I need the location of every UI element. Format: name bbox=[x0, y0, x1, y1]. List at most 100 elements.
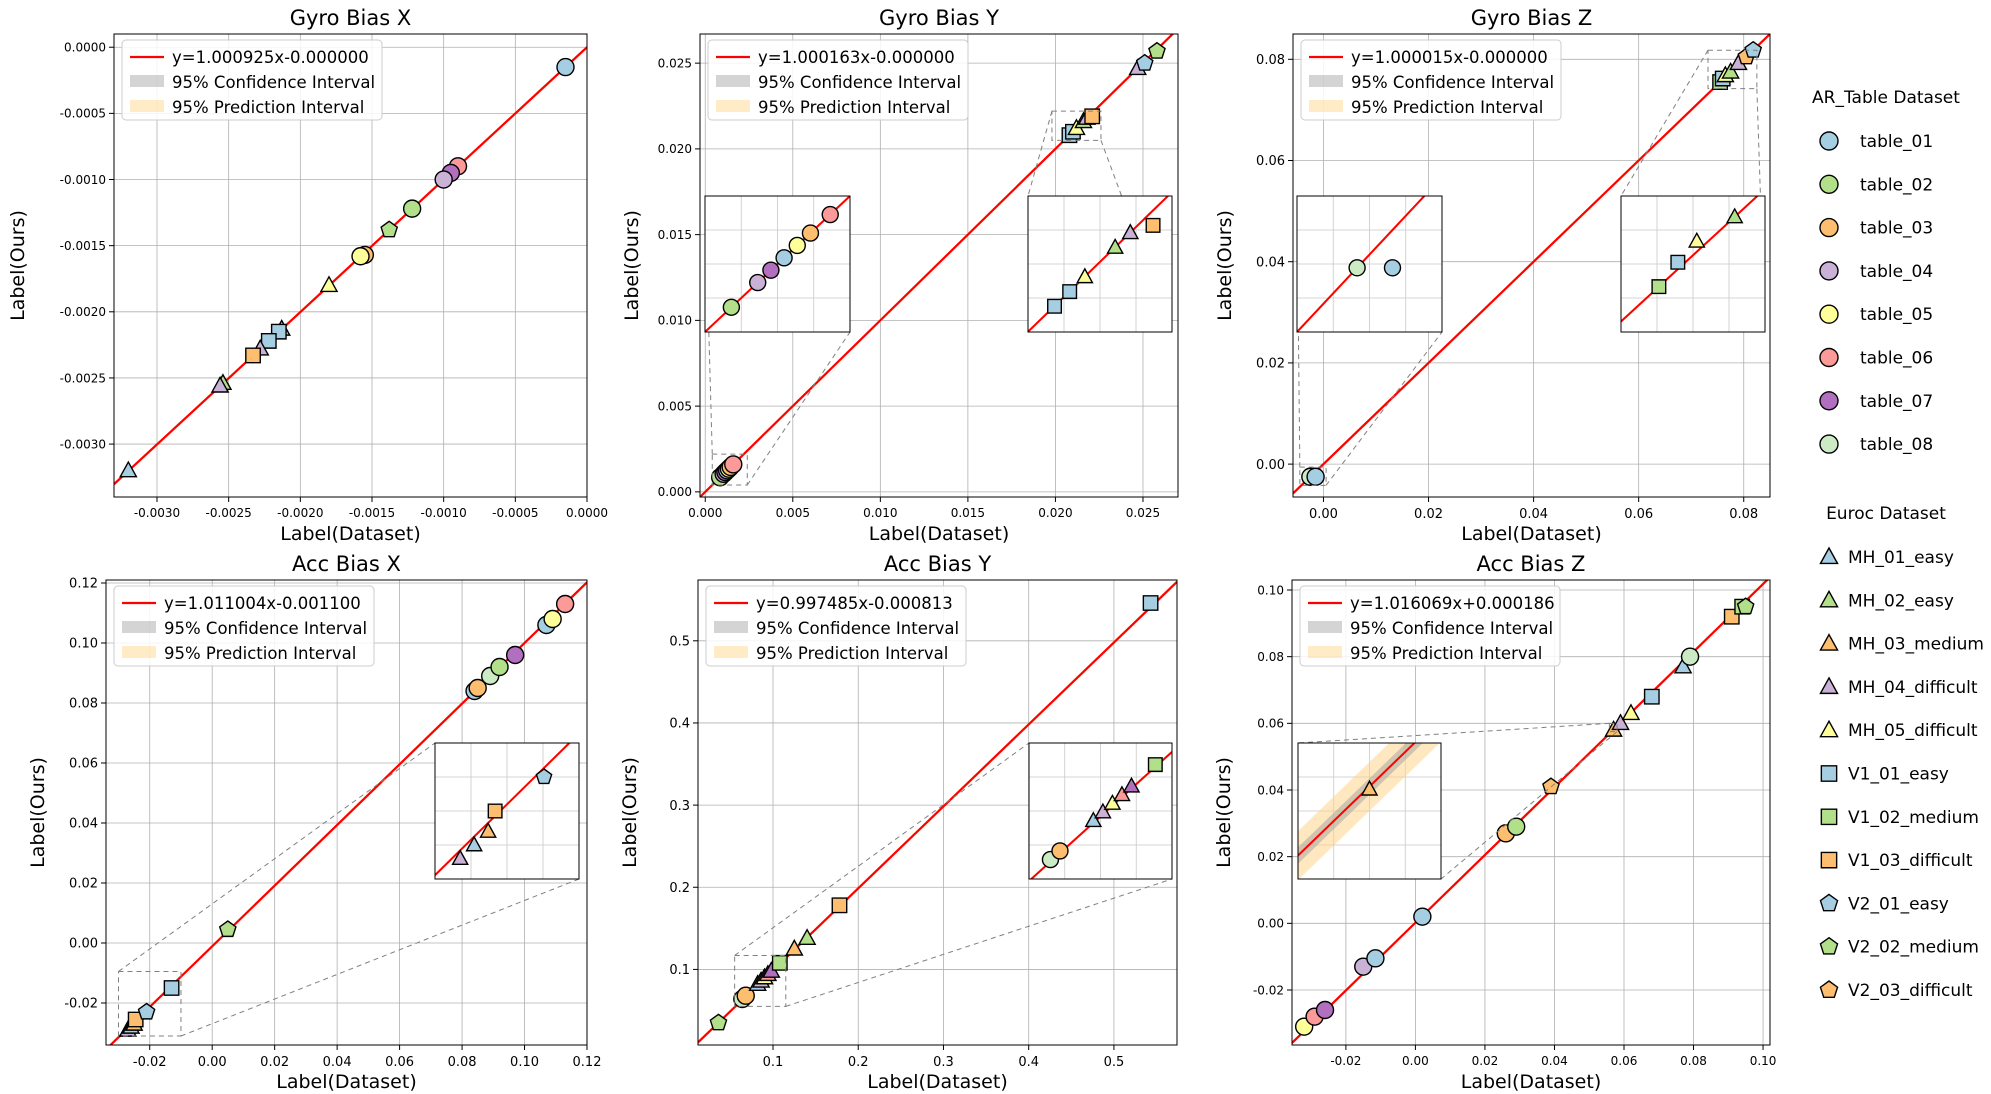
inset-frame bbox=[1028, 742, 1173, 880]
ytick-label-5: 0.025 bbox=[658, 56, 692, 70]
inset-content bbox=[1297, 196, 1442, 332]
xtick-label-2: 0.02 bbox=[1472, 1054, 1499, 1068]
axes-frame bbox=[1292, 33, 1771, 498]
chart-5: -0.02 0.00 0.02 0.04 0.06 0.08 0.10 -0.02 0.00 0.… bbox=[1213, 552, 1776, 1093]
data-point-12 bbox=[1643, 688, 1660, 705]
plot-legend: y=1.000925x-0.000000 95% Confidence Inter… bbox=[121, 39, 383, 121]
xtick-label-5: 0.08 bbox=[1680, 1054, 1707, 1068]
zoom-connector-b bbox=[1325, 331, 1443, 486]
plot-content bbox=[700, 34, 1175, 497]
chart-title: Acc Bias Z bbox=[1477, 552, 1586, 576]
inset-point-11 bbox=[1121, 223, 1140, 240]
plot-content bbox=[1292, 580, 1770, 1045]
ytick-label-4: 0.06 bbox=[69, 757, 98, 772]
ytick-label-4: 0.06 bbox=[1257, 717, 1284, 731]
data-point-7 bbox=[1507, 817, 1526, 836]
xtick-label-5: 0.025 bbox=[1126, 506, 1160, 520]
data-point-14 bbox=[1135, 53, 1154, 71]
inset-point-0 bbox=[722, 298, 741, 316]
inset-point-5 bbox=[1725, 207, 1744, 224]
inset-point-2 bbox=[479, 821, 497, 838]
data-point-5 bbox=[1413, 907, 1432, 926]
charts-layer: -0.0030 -0.0025 -0.0020 -0.0015 -0.0010 -0.00… bbox=[7, 6, 1776, 1093]
legend-ci-label: 95% Confidence Interval bbox=[172, 73, 375, 92]
zoom-connector-a bbox=[1027, 111, 1053, 197]
inset-content bbox=[1029, 743, 1172, 879]
data-point-5 bbox=[163, 980, 180, 996]
xtick-label-0: -0.02 bbox=[1330, 1054, 1361, 1068]
plot-legend: y=1.000163x-0.000000 95% Confidence Inter… bbox=[707, 39, 969, 121]
x-axis-label: Label(Dataset) bbox=[869, 523, 1010, 545]
inset-frame bbox=[434, 742, 580, 880]
chart-title: Acc Bias X bbox=[292, 552, 401, 576]
inset-point-1 bbox=[1383, 259, 1402, 277]
legend-euroc-marker-2 bbox=[1819, 633, 1839, 651]
inset-frame bbox=[704, 195, 851, 333]
plot-legend: y=1.000015x-0.000000 95% Confidence Inter… bbox=[1300, 39, 1562, 121]
fit-line bbox=[700, 34, 1175, 497]
data-point-13 bbox=[1673, 656, 1693, 674]
plot-legend-box bbox=[121, 39, 383, 121]
zoom-connector-a bbox=[1297, 722, 1610, 744]
ytick-label-7: 0.12 bbox=[69, 577, 98, 592]
ytick-label-2: 0.02 bbox=[69, 877, 98, 892]
legend-ar-marker-1 bbox=[1819, 174, 1839, 195]
legend-euroc-marker-3 bbox=[1819, 676, 1839, 695]
legend-ar-label-6: table_07 bbox=[1860, 392, 1933, 412]
ytick-label-3: 0.015 bbox=[658, 228, 692, 242]
data-point-8 bbox=[1744, 40, 1763, 58]
legend-ci-swatch bbox=[1308, 621, 1342, 633]
plot-legend-box bbox=[1299, 585, 1561, 667]
plot-legend: y=1.011004x-0.001100 95% Confidence Inter… bbox=[113, 585, 375, 667]
xtick-label-4: 0.5 bbox=[1104, 1055, 1125, 1070]
ytick-label-4: -0.0010 bbox=[60, 173, 106, 187]
plot-content bbox=[114, 45, 587, 487]
zoom-inset-0 bbox=[704, 195, 851, 486]
xtick-label-0: -0.02 bbox=[133, 1055, 167, 1070]
zoom-source-box bbox=[1299, 466, 1327, 486]
fit-line bbox=[1293, 34, 1770, 495]
inset-point-2 bbox=[1651, 279, 1667, 295]
zoom-source-box bbox=[117, 971, 182, 1037]
xtick-label-1: 0.00 bbox=[198, 1055, 227, 1070]
xtick-label-2: 0.010 bbox=[863, 506, 897, 520]
legend-fit-label: y=1.000925x-0.000000 bbox=[172, 48, 369, 67]
data-point-10 bbox=[1611, 713, 1630, 731]
data-point-12 bbox=[1084, 108, 1101, 125]
inset-point-3 bbox=[775, 249, 793, 267]
y-axis-label: Label(Ours) bbox=[27, 757, 49, 868]
zoom-inset-0 bbox=[1297, 722, 1618, 880]
plot-legend-box bbox=[113, 585, 375, 667]
legend-ci-label: 95% Confidence Interval bbox=[758, 73, 961, 92]
xtick-label-3: -0.0015 bbox=[349, 506, 395, 520]
legend-euroc-marker-0 bbox=[1819, 546, 1839, 565]
y-axis-label: Label(Ours) bbox=[1214, 210, 1236, 321]
inset-point-8 bbox=[1147, 757, 1163, 773]
legend-fit-label: y=1.000163x-0.000000 bbox=[758, 48, 955, 67]
plot-content bbox=[108, 580, 587, 1045]
ytick-label-1: 0.02 bbox=[1256, 357, 1285, 372]
x-axis-label: Label(Dataset) bbox=[1461, 1071, 1602, 1093]
data-point-11 bbox=[505, 645, 525, 665]
xtick-label-4: 0.06 bbox=[1611, 1054, 1638, 1068]
legend-pi-swatch bbox=[130, 100, 164, 112]
legend-fit-label: y=0.997485x-0.000813 bbox=[756, 594, 953, 613]
zoom-connector-b bbox=[180, 878, 580, 1037]
axes-frame bbox=[105, 579, 588, 1046]
data-point-9 bbox=[785, 938, 804, 956]
inset-fit-line bbox=[1621, 196, 1759, 323]
zoom-connector-b bbox=[746, 331, 851, 486]
plot-legend-box bbox=[707, 39, 969, 121]
inset-point-6 bbox=[1113, 785, 1131, 802]
legend-ci-swatch bbox=[130, 75, 164, 87]
data-point-16 bbox=[119, 460, 138, 478]
inset-content bbox=[435, 743, 579, 879]
legend-ar-marker-6 bbox=[1819, 391, 1839, 411]
legend-ci-swatch bbox=[716, 75, 750, 87]
ytick-label-6: 0.0000 bbox=[64, 41, 106, 55]
legend-pi-label: 95% Prediction Interval bbox=[172, 98, 364, 117]
inset-prediction-band bbox=[435, 743, 572, 877]
axes-frame bbox=[697, 579, 1178, 1046]
zoom-source-box bbox=[734, 954, 787, 1007]
inset-frame bbox=[1296, 195, 1443, 333]
